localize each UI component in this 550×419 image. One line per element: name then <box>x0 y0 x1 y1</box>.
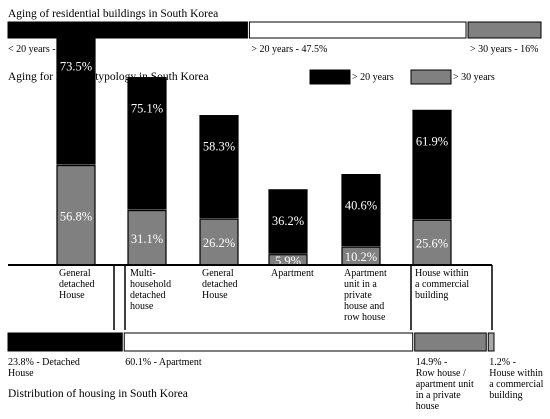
aging-segment-label-0: < 20 years - 52.5% <box>8 44 84 55</box>
category-label-2-2: House <box>202 290 228 301</box>
distribution-segment-1 <box>123 332 414 352</box>
category-label-4-2: private <box>344 290 372 301</box>
category-label-4-0: Apartment <box>344 268 387 279</box>
legend-swatch-over-30 <box>410 69 452 85</box>
value-label-over-20-1: 75.1% <box>131 102 163 116</box>
value-label-over-30-4: 10.2% <box>345 250 377 264</box>
distribution-label-1-0: 60.1% - Apartment <box>125 357 202 368</box>
value-label-over-30-5: 25.6% <box>416 237 448 251</box>
category-label-1-3: house <box>130 301 154 312</box>
category-label-4-4: row house <box>344 312 386 323</box>
bar-over-20-0 <box>56 34 96 165</box>
distribution-label-2-0: 14.9% - <box>416 357 448 368</box>
category-label-1-2: detached <box>130 290 166 301</box>
distribution-label-2-2: apartment unit <box>416 379 474 390</box>
typology-bars: 73.5%56.8%GeneraldetachedHouse75.1%31.1%… <box>56 34 469 323</box>
value-label-over-30-0: 56.8% <box>60 209 92 223</box>
distribution-label-3-3: building <box>489 390 522 401</box>
category-label-1-1: household <box>130 279 171 290</box>
bar-over-30-2 <box>199 218 239 266</box>
bar-over-30-0 <box>56 165 96 266</box>
distribution-label-2-1: Row house / <box>416 368 466 379</box>
category-label-4-1: unit in a <box>344 279 377 290</box>
bar-over-30-1 <box>127 209 167 266</box>
value-label-over-20-4: 40.6% <box>345 199 377 213</box>
distribution-segment-3 <box>487 332 495 352</box>
distribution-segment-0 <box>7 332 123 352</box>
aging-segment-0 <box>7 21 248 39</box>
value-label-over-30-1: 31.1% <box>131 232 163 246</box>
aging-segment-label-1: > 20 years - 47.5% <box>251 44 327 55</box>
typology-title: Aging for housing typology in South Kore… <box>8 71 209 83</box>
category-label-0-2: House <box>59 290 85 301</box>
distribution-label-0-0: 23.8% - Detached <box>8 357 80 368</box>
legend: > 20 years > 30 years <box>309 69 495 85</box>
distribution-segment-2 <box>414 332 487 352</box>
category-label-5-2: building <box>415 290 448 301</box>
legend-label-over-20: > 20 years <box>352 72 394 83</box>
aging-title: Aging of residential buildings in South … <box>8 8 218 20</box>
distribution-label-2-4: house <box>416 401 440 412</box>
value-label-over-20-3: 36.2% <box>272 214 304 228</box>
connector-lines <box>8 264 493 330</box>
distribution-title: Distribution of housing in South Korea <box>8 388 188 400</box>
value-label-over-20-0: 73.5% <box>60 59 92 73</box>
bar-over-20-5 <box>412 109 452 220</box>
bar-over-20-2 <box>199 115 239 219</box>
aging-stacked-bar: < 20 years - 52.5% > 20 years - 47.5% > 30… <box>7 21 542 55</box>
distribution-label-0-1: House <box>8 368 34 379</box>
category-label-0-1: detached <box>59 279 95 290</box>
category-label-5-1: a commercial <box>415 279 469 290</box>
value-label-over-20-5: 61.9% <box>416 134 448 148</box>
category-label-2-1: detached <box>202 279 238 290</box>
distribution-label-3-2: a commercial <box>489 379 543 390</box>
bar-over-20-4 <box>341 174 381 247</box>
bar-over-20-1 <box>127 77 167 210</box>
category-label-3-0: Apartment <box>271 268 314 279</box>
category-label-4-3: house and <box>344 301 384 312</box>
aging-segment-label-2: > 30 years - 16% <box>470 44 538 55</box>
bar-over-20-3 <box>268 189 308 254</box>
category-label-0-0: General <box>59 268 91 279</box>
distribution-label-3-0: 1.2% - <box>489 357 516 368</box>
value-label-over-20-2: 58.3% <box>203 140 235 154</box>
bar-over-30-5 <box>412 219 452 266</box>
aging-segment-2 <box>467 21 542 39</box>
category-label-1-0: Multi- <box>130 268 156 279</box>
legend-swatch-over-20 <box>309 69 351 85</box>
value-label-over-30-2: 26.2% <box>203 236 235 250</box>
legend-label-over-30: > 30 years <box>453 72 495 83</box>
aging-segment-1 <box>248 21 467 39</box>
category-label-5-0: House within <box>415 268 469 279</box>
category-label-2-0: General <box>202 268 234 279</box>
distribution-label-3-1: House within <box>489 368 543 379</box>
distribution-label-2-3: in a private <box>416 390 462 401</box>
